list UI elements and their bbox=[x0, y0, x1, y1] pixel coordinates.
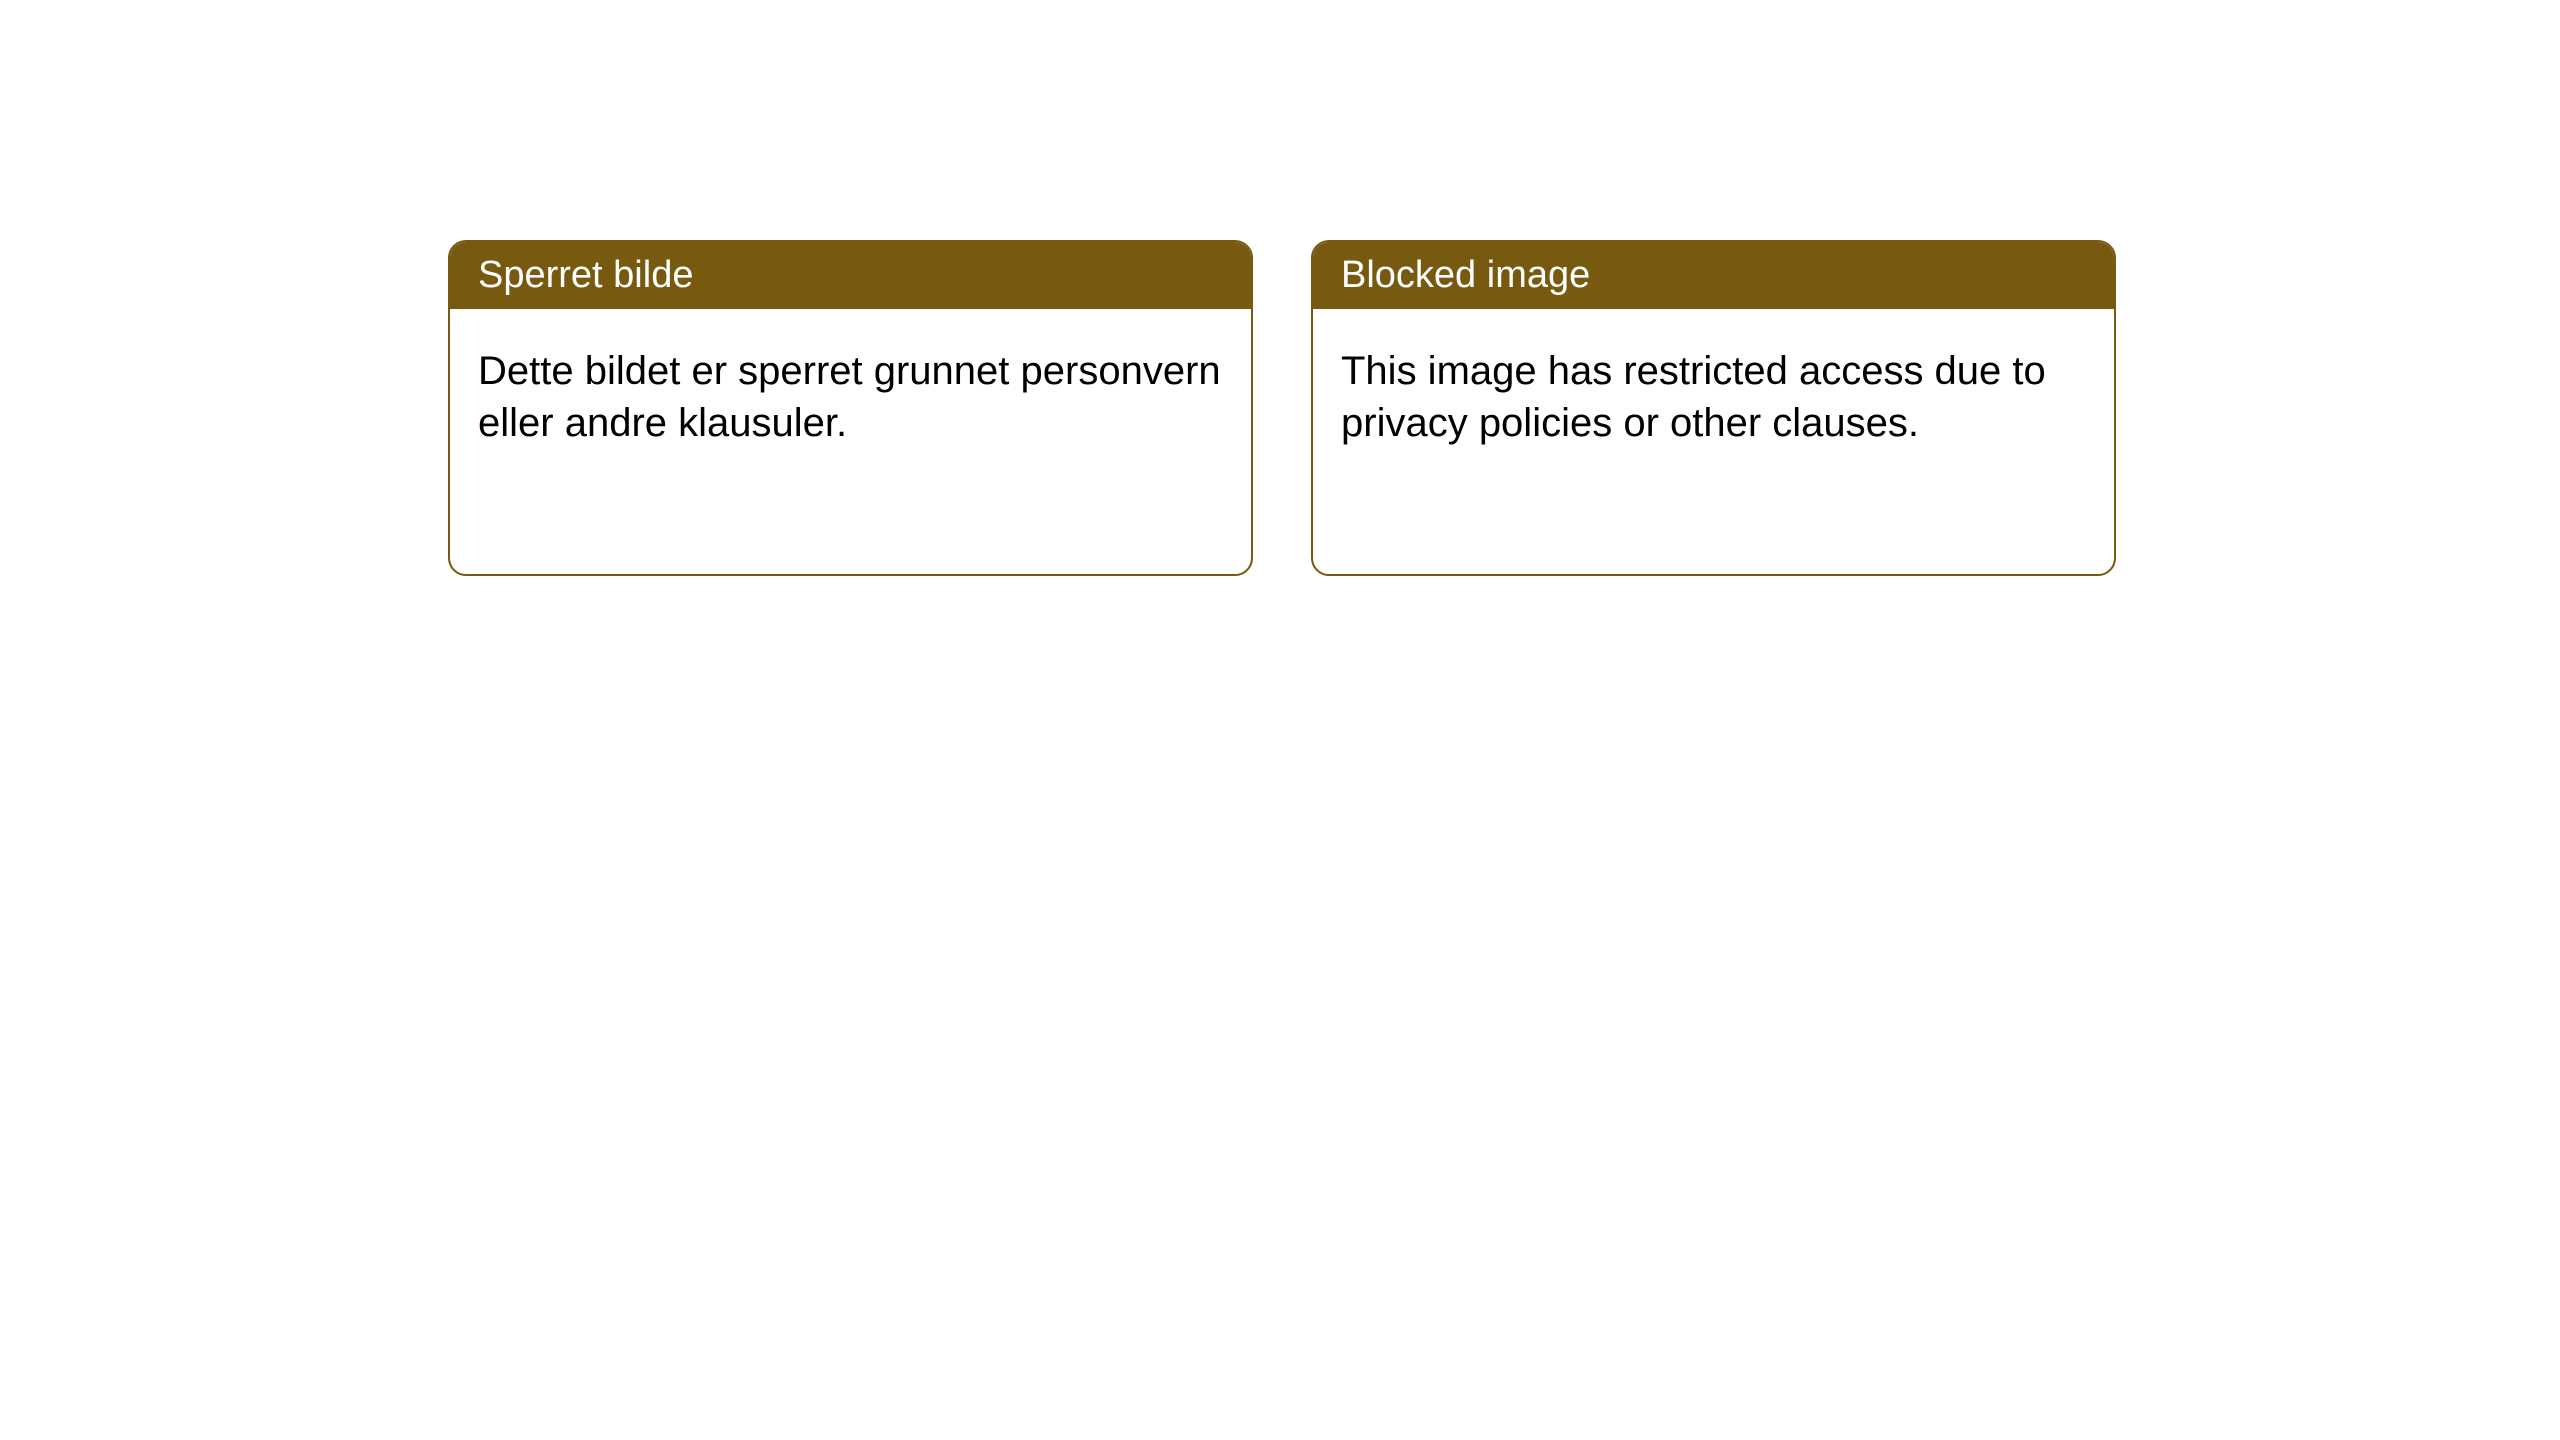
card-title: Sperret bilde bbox=[478, 254, 693, 296]
card-body: This image has restricted access due to … bbox=[1313, 309, 2114, 485]
notice-card-english: Blocked image This image has restricted … bbox=[1311, 240, 2116, 576]
notice-card-norwegian: Sperret bilde Dette bildet er sperret gr… bbox=[448, 240, 1253, 576]
notice-container: Sperret bilde Dette bildet er sperret gr… bbox=[0, 0, 2560, 576]
card-body: Dette bildet er sperret grunnet personve… bbox=[450, 309, 1251, 485]
card-body-text: Dette bildet er sperret grunnet personve… bbox=[478, 349, 1221, 445]
card-header: Blocked image bbox=[1313, 242, 2114, 309]
card-title: Blocked image bbox=[1341, 254, 1590, 296]
card-header: Sperret bilde bbox=[450, 242, 1251, 309]
card-body-text: This image has restricted access due to … bbox=[1341, 349, 2046, 445]
